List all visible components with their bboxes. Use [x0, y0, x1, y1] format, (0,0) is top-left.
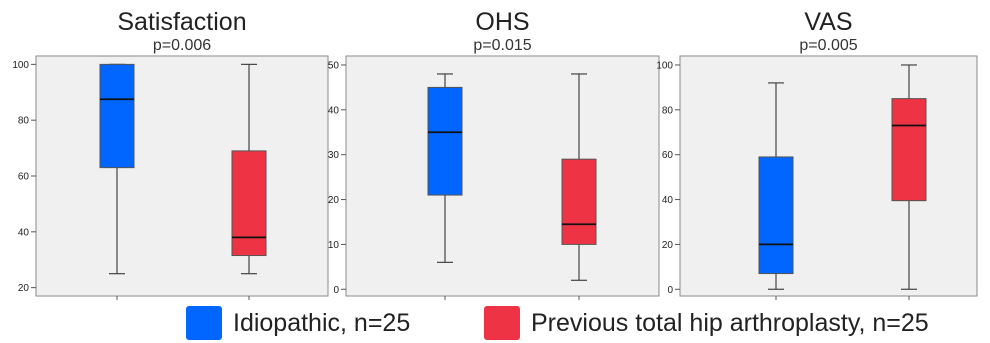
box-previous-tha — [231, 63, 267, 275]
plot-area — [679, 55, 978, 297]
y-tick-label: 20 — [328, 195, 340, 206]
y-tick-label: 60 — [18, 172, 30, 183]
y-tick-label: 20 — [662, 240, 674, 251]
y-tick-label: 10 — [328, 240, 340, 251]
box-iqr — [561, 158, 597, 245]
y-tick-label: 60 — [662, 150, 674, 161]
legend-label-previous-tha: Previous total hip arthroplasty, n=25 — [531, 308, 929, 337]
y-tick-label: 20 — [18, 283, 30, 294]
chart-title: Satisfaction — [117, 8, 246, 36]
y-tick-label: 0 — [667, 285, 673, 296]
box-iqr — [891, 98, 927, 202]
legend-label-idiopathic: Idiopathic, n=25 — [233, 308, 411, 337]
chart-subtitle: p=0.015 — [473, 37, 531, 54]
chart-subtitle: p=0.005 — [799, 37, 857, 54]
boxplot-figure: Satisfactionp=0.00620406080100OHSp=0.015… — [12, 8, 978, 300]
y-tick-label: 80 — [18, 116, 30, 127]
chart-title: VAS — [804, 8, 852, 36]
box-iqr — [758, 156, 794, 275]
legend-item-previous-tha: Previous total hip arthroplasty, n=25 — [484, 303, 929, 343]
y-tick-label: 40 — [328, 105, 340, 116]
y-tick-label: 100 — [656, 60, 673, 71]
legend-swatch-previous-tha — [484, 306, 520, 340]
y-tick-label: 80 — [662, 105, 674, 116]
box-iqr — [231, 150, 267, 257]
legend-item-idiopathic: Idiopathic, n=25 — [186, 303, 410, 343]
box-idiopathic — [758, 82, 794, 290]
chart-title: OHS — [475, 8, 529, 36]
y-tick-label: 50 — [328, 60, 340, 71]
plot-area — [345, 55, 660, 297]
box-iqr — [99, 63, 135, 169]
y-tick-label: 40 — [18, 227, 30, 238]
y-tick-label: 30 — [328, 150, 340, 161]
y-tick-label: 100 — [12, 60, 29, 71]
plot-area — [35, 55, 329, 297]
legend-swatch-idiopathic — [186, 306, 222, 340]
box-iqr — [427, 86, 463, 196]
y-tick-label: 0 — [333, 285, 339, 296]
box-previous-tha — [891, 64, 927, 290]
chart-subtitle: p=0.006 — [153, 37, 211, 54]
box-idiopathic — [99, 63, 135, 275]
box-idiopathic — [427, 73, 463, 263]
box-previous-tha — [561, 73, 597, 281]
y-tick-label: 40 — [662, 195, 674, 206]
